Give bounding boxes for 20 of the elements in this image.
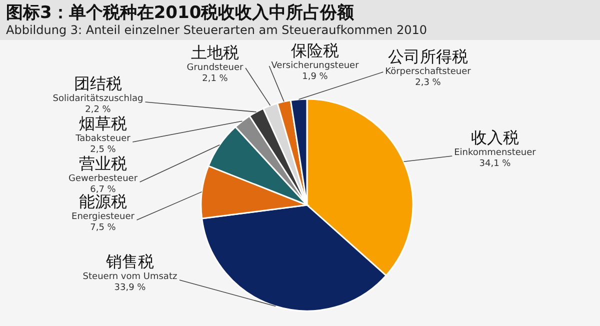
slice-label: 烟草税 Tabaksteuer [74,114,131,144]
data-label: 7,5 % [90,223,116,233]
data-label: 2,2 % [85,105,112,115]
slice-label: 收入税 Einkommensteuer [454,128,536,158]
slice-label: 能源税 Energiesteuer [72,192,135,222]
data-label: 2,3 % [415,78,442,88]
slice-label: 销售税 Steuern vom Umsatz [82,252,178,282]
data-label: 6,7 % [90,185,116,195]
slice-label: 土地税 Grundsteuer [186,43,244,73]
data-label: 1,9 % [302,72,328,82]
data-label: 33,9 % [114,283,146,293]
data-label: 2,1 % [202,74,228,84]
data-label: 2,5 % [90,145,116,155]
slice-label: 保险税 Versicherungsteuer [271,41,360,71]
chart-title: 图标3：单个税种在2010税收收入中所占份额 [6,3,356,23]
chart-subtitle: Abbildung 3: Anteil einzelner Steuerarten am Steueraufkommen 2010 [6,23,427,37]
slice-label: 团结税 Solidaritätszuschlag [52,74,144,104]
slice-label: 营业税 Gewerbesteuer [68,154,138,184]
data-label: 34,1 % [479,159,512,169]
slice-label: 公司所得税 Körperschaftsteuer [385,47,472,77]
